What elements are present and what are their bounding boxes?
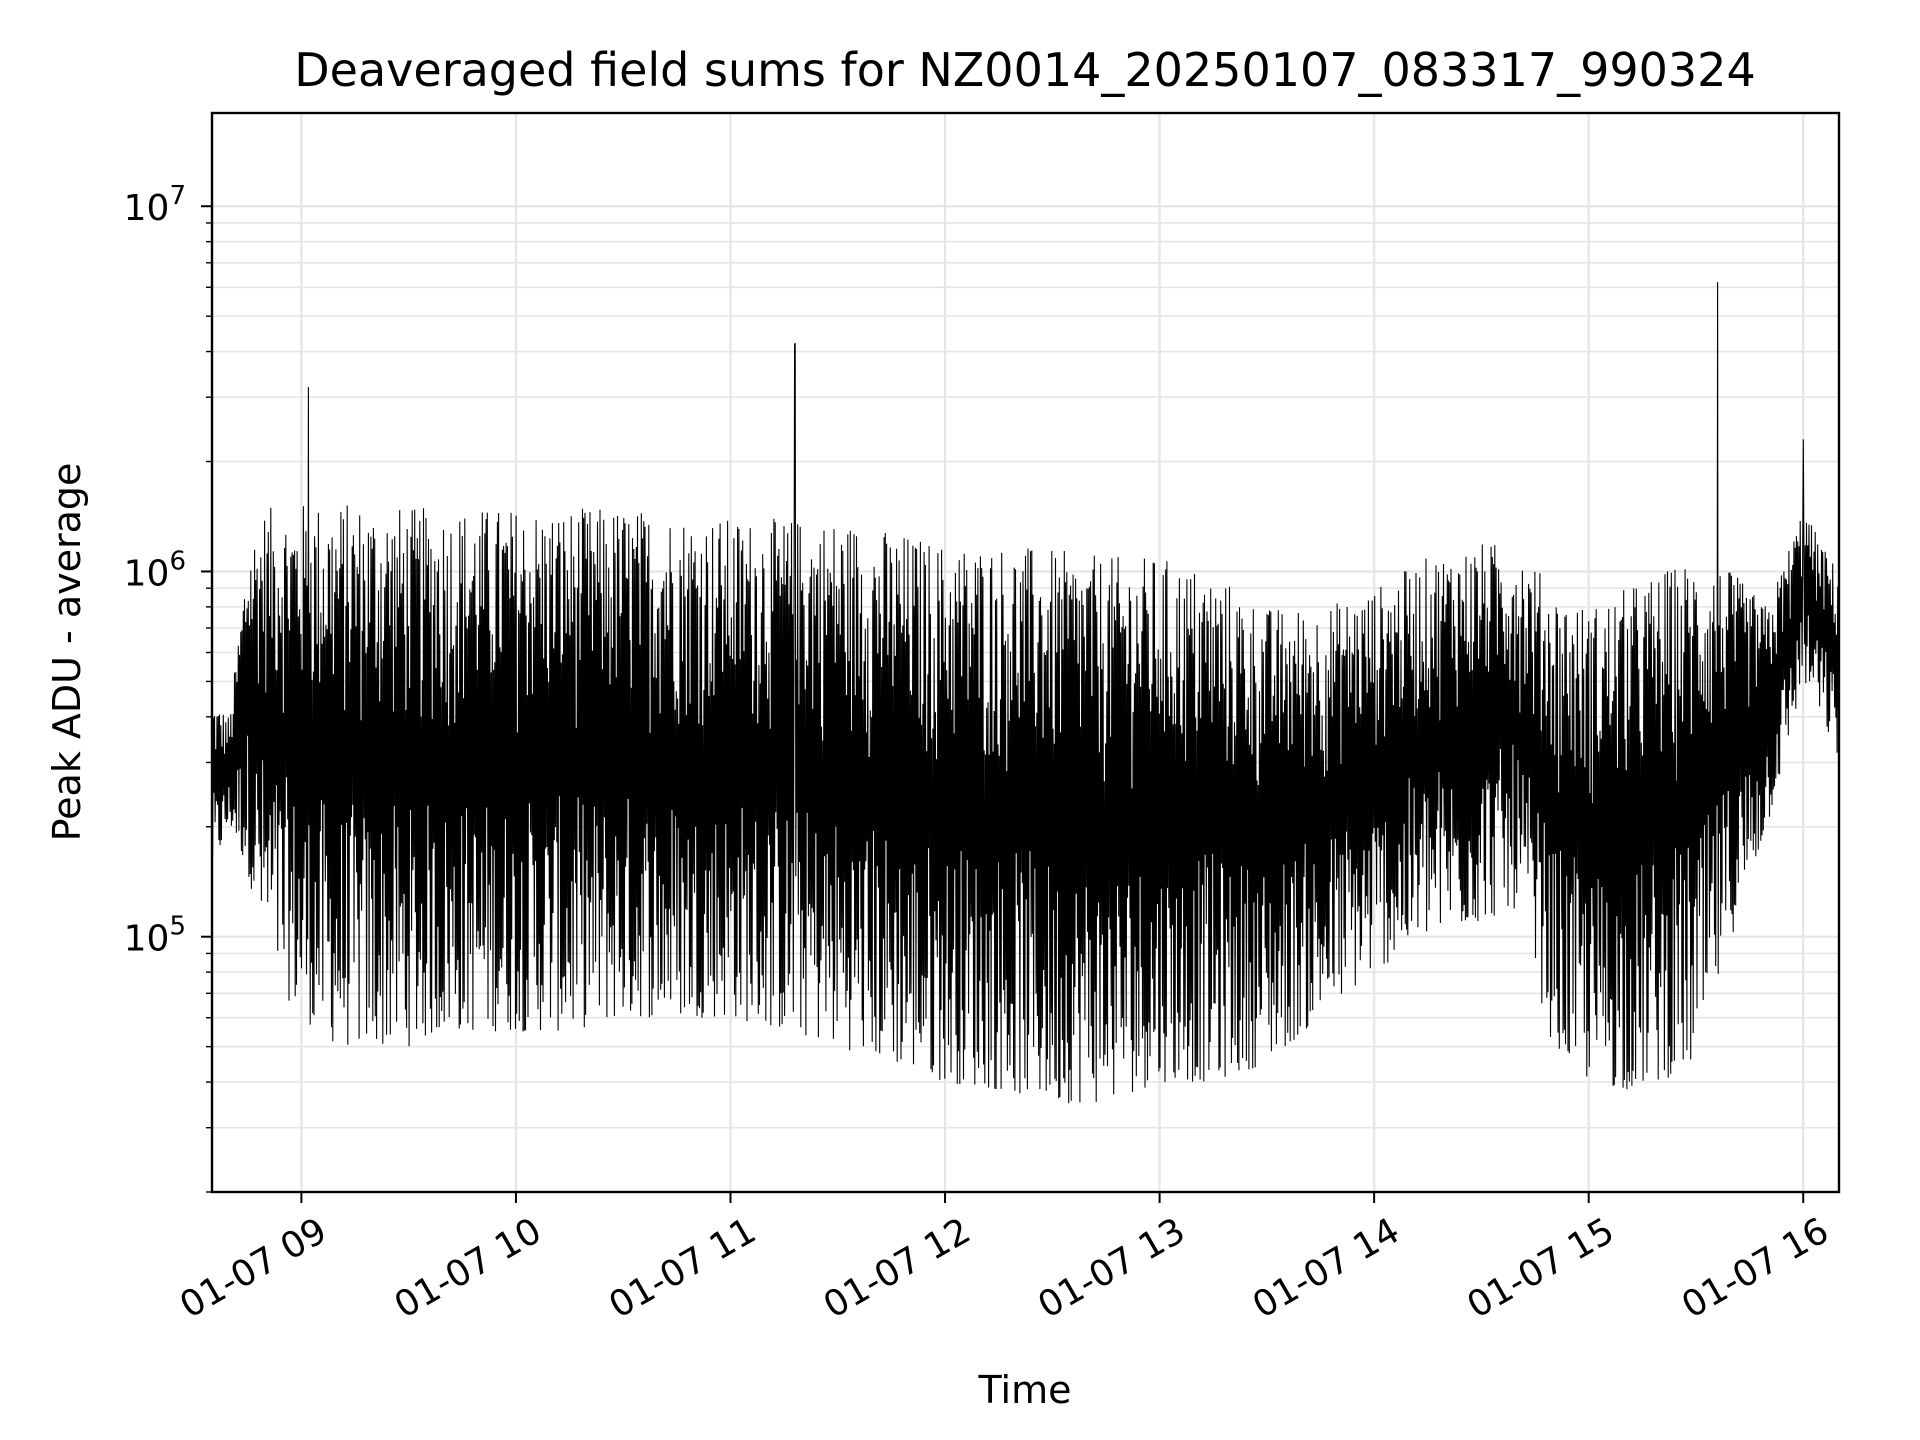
- plot-area: [211, 282, 1840, 1104]
- series-line: [211, 282, 1840, 1104]
- y-tick-label: 105: [124, 912, 186, 960]
- x-axis-label: Time: [978, 1368, 1072, 1412]
- y-tick-label: 107: [124, 181, 186, 229]
- y-axis-label: Peak ADU - average: [45, 463, 89, 842]
- chart-title: Deaveraged field sums for NZ0014_2025010…: [294, 43, 1755, 97]
- y-tick-label: 106: [124, 546, 186, 594]
